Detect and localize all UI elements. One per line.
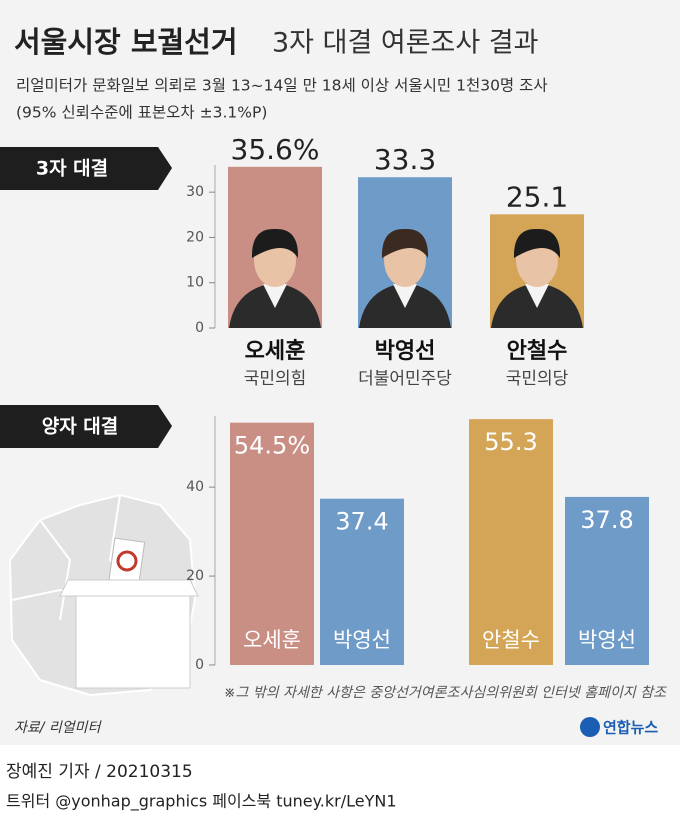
subtitle: (95% 신뢰수준에 표본오차 ±3.1%P) — [16, 104, 267, 122]
value-label: 25.1 — [506, 180, 568, 213]
portrait-hair — [381, 228, 429, 258]
party-label: 더불어민주당 — [358, 369, 452, 389]
logo: 연합뉴스 — [603, 719, 658, 737]
ballot-box — [75, 595, 191, 689]
y-tick-label: 0 — [195, 657, 204, 673]
bar — [565, 496, 649, 665]
logo-mark — [580, 717, 600, 737]
value-label: 35.6% — [231, 133, 320, 166]
ballot-box-lid — [59, 579, 199, 597]
value-label: 37.8 — [580, 506, 633, 534]
portrait-shirt — [393, 284, 417, 308]
bar — [469, 419, 553, 665]
value-label: 55.3 — [484, 428, 537, 456]
y-tick-label: 30 — [186, 184, 204, 200]
contact: 트위터 @yonhap_graphics 페이스북 tuney.kr/LeYN1 — [6, 792, 397, 812]
section-title: 3자 대결 — [36, 158, 108, 180]
y-tick-label: 20 — [186, 568, 204, 584]
category-label: 박영선 — [375, 339, 436, 364]
y-tick-label: 10 — [186, 275, 204, 291]
portrait-hair — [251, 228, 299, 258]
subtitle: 리얼미터가 문화일보 의뢰로 3월 13~14일 만 18세 이상 서울시민 1… — [16, 77, 548, 95]
category-label: 안철수 — [482, 628, 540, 652]
bar — [320, 498, 404, 665]
note: ※그 밖의 자세한 사항은 중앙선거여론조사심의위원회 인터넷 홈페이지 참조 — [224, 685, 667, 701]
title-bold: 서울시장 보궐선거 — [14, 25, 238, 59]
portrait-shirt — [525, 284, 549, 308]
party-label: 국민의당 — [506, 369, 569, 389]
title-rest: 3자 대결 여론조사 결과 — [272, 28, 539, 59]
bar — [230, 422, 314, 665]
source: 자료/ 리얼미터 — [14, 720, 103, 736]
category-label: 오세훈 — [243, 628, 301, 652]
value-label: 54.5% — [234, 432, 310, 460]
portrait-shirt — [263, 284, 287, 308]
category-label: 박영선 — [578, 628, 636, 652]
category-label: 안철수 — [507, 339, 568, 364]
portrait-hair — [513, 228, 561, 258]
y-tick-label: 20 — [186, 229, 204, 245]
ballot-paper — [108, 537, 146, 585]
reporter: 장예진 기자 / 20210315 — [6, 762, 193, 782]
y-tick-label: 40 — [186, 479, 204, 495]
category-label: 오세훈 — [245, 339, 306, 364]
value-label: 37.4 — [335, 508, 388, 536]
y-tick-label: 0 — [195, 320, 204, 336]
section-title: 양자 대결 — [42, 416, 119, 438]
category-label: 박영선 — [333, 628, 391, 652]
section-banner — [0, 147, 172, 190]
ballot-stamp — [116, 550, 138, 572]
party-label: 국민의힘 — [244, 369, 307, 389]
section-banner — [0, 405, 172, 448]
value-label: 33.3 — [374, 143, 436, 176]
